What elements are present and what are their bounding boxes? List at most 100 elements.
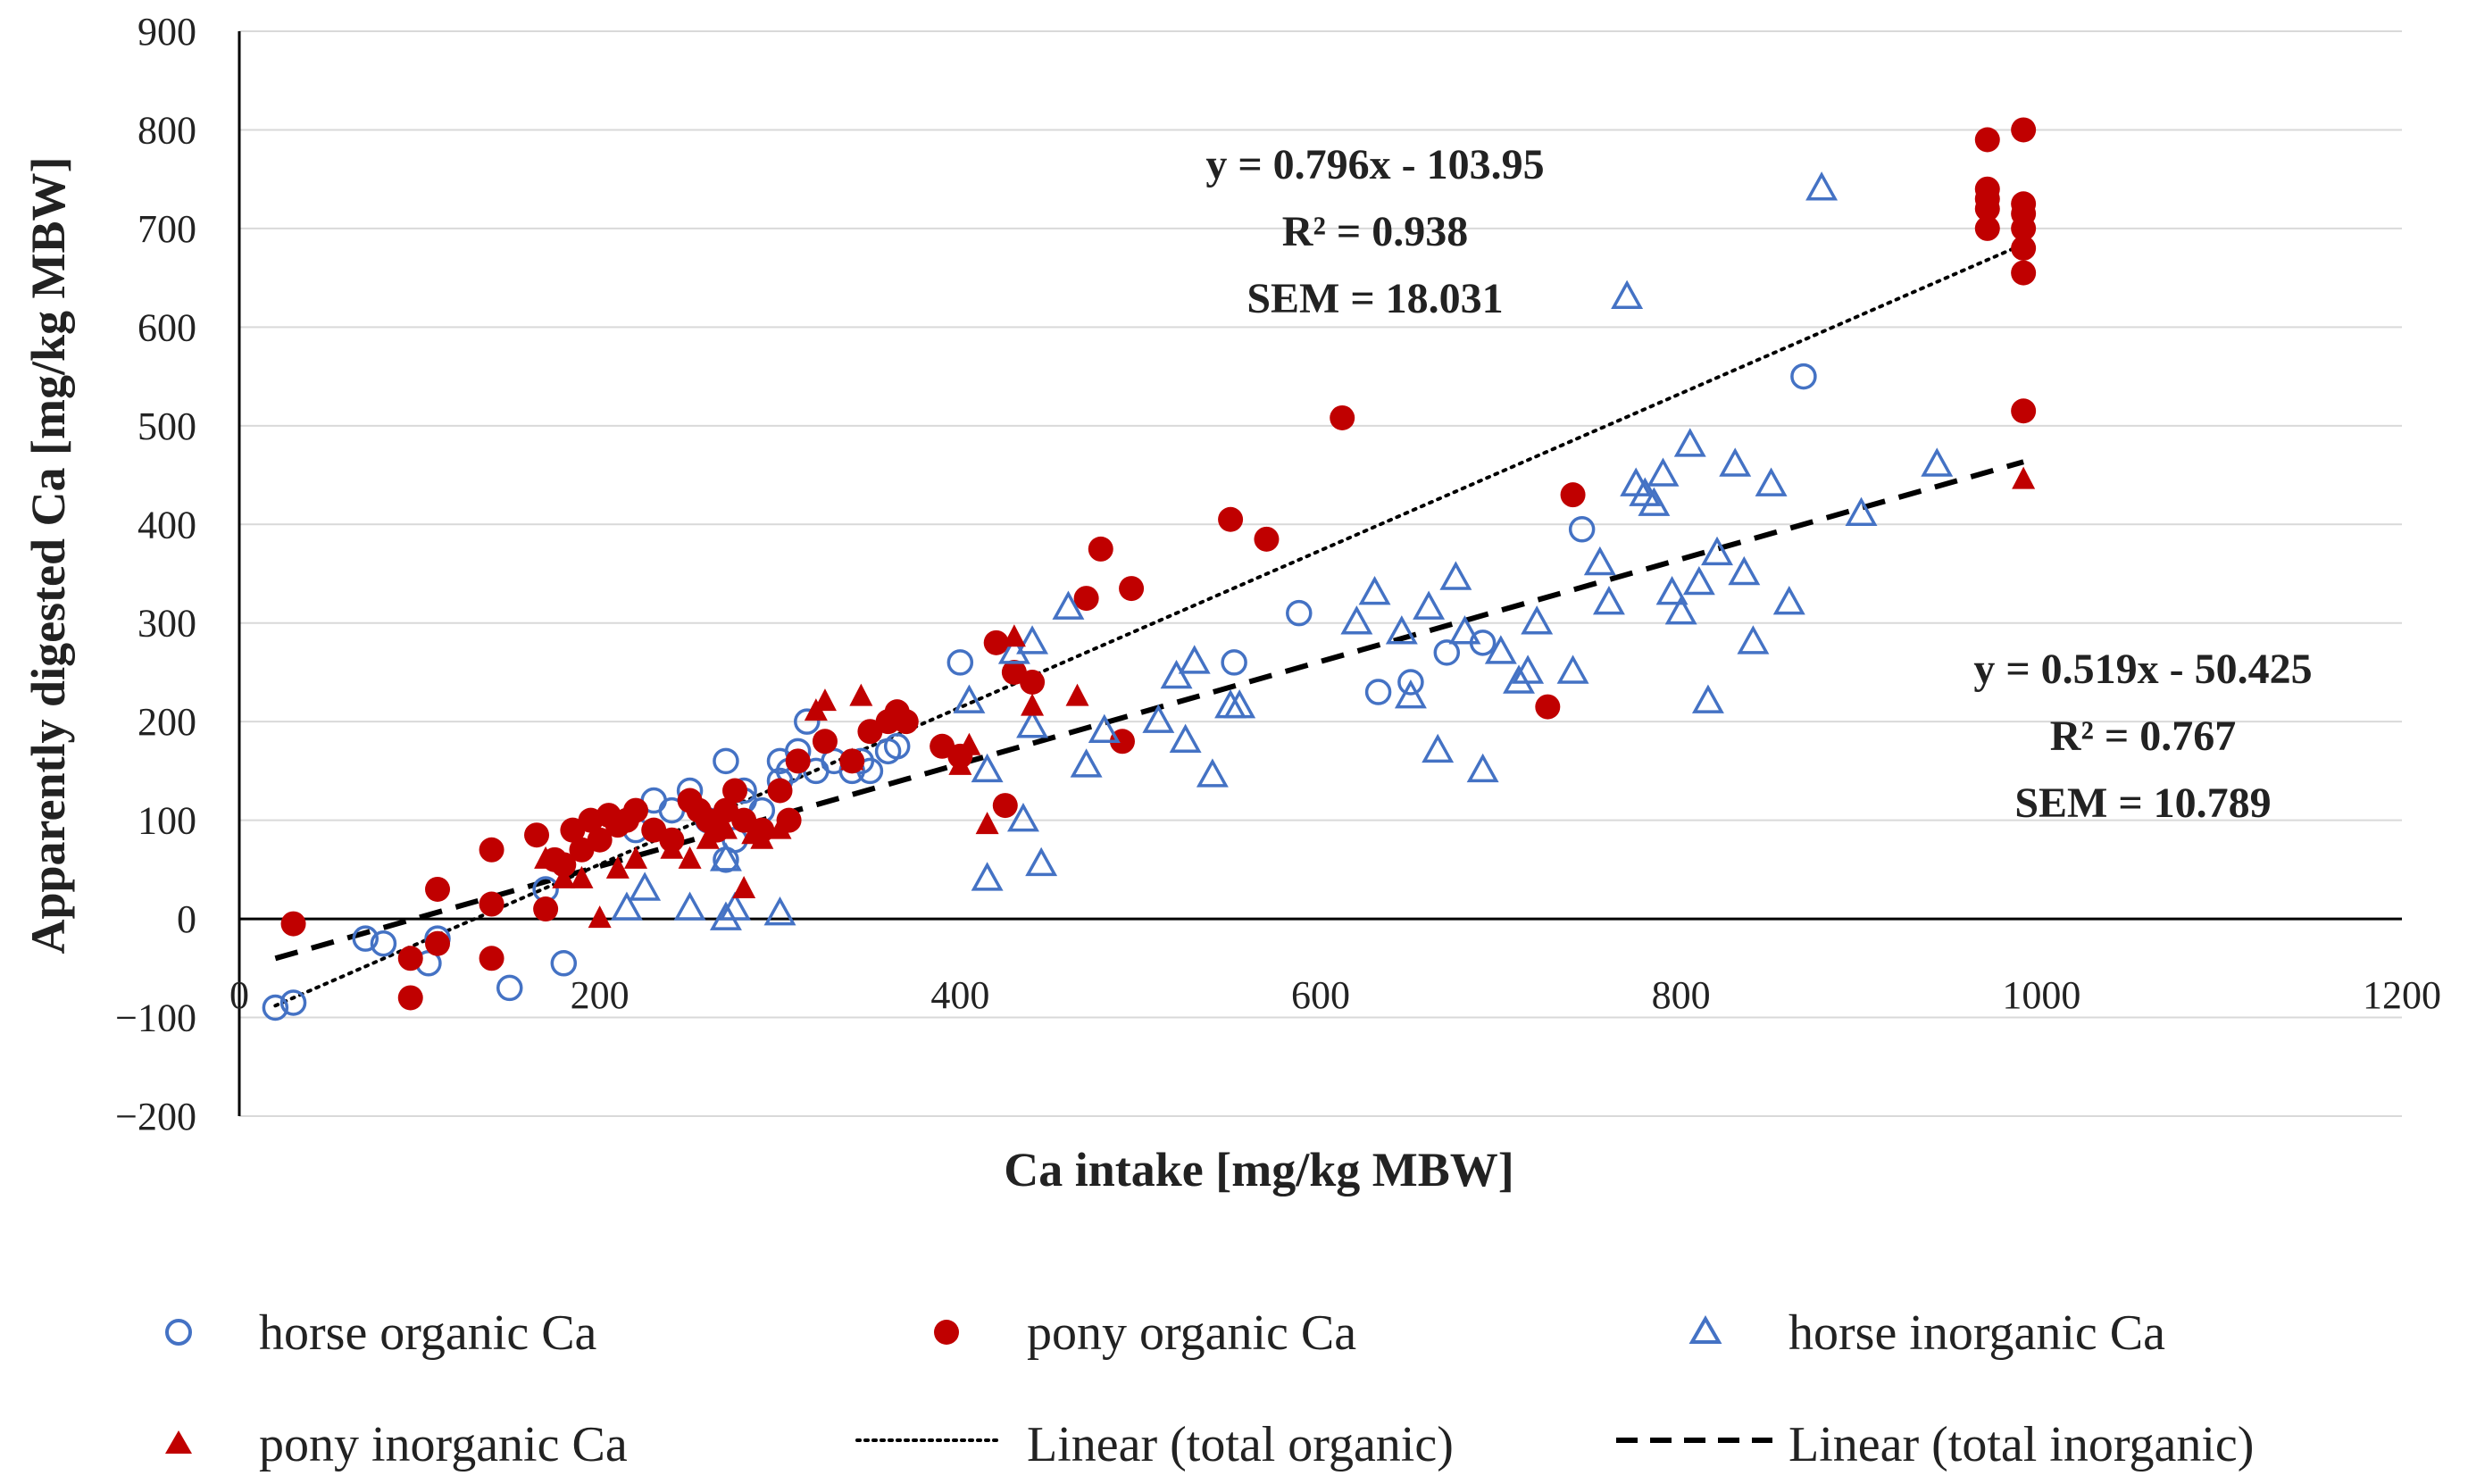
y-tick-label: 600 [138, 305, 196, 349]
data-point [1002, 624, 1026, 647]
data-point [1330, 404, 1355, 430]
data-point [1755, 467, 1788, 496]
data-point [1556, 654, 1589, 684]
data-point [1439, 561, 1472, 590]
organic-fit-equation: y = 0.796x - 103.95 [1205, 141, 1544, 188]
legend-marker-horse-organic [165, 1319, 192, 1346]
data-point [750, 826, 774, 849]
data-point [840, 747, 864, 771]
x-tick-label: 800 [1652, 973, 1711, 1017]
data-point [713, 816, 738, 839]
data-point [812, 729, 838, 755]
inorganic-fit-sem: SEM = 10.789 [2014, 780, 2271, 827]
data-point [1073, 586, 1099, 612]
data-point [1021, 693, 1045, 716]
data-point [1413, 590, 1446, 620]
data-point [2011, 236, 2037, 261]
legend: horse organic Ca pony organic Ca horse i… [165, 1305, 2254, 1472]
legend-item-pony-organic: pony organic Ca [934, 1305, 1356, 1361]
data-point [1065, 683, 1089, 706]
y-tick-label: 200 [138, 700, 196, 744]
organic-fit-sem: SEM = 18.031 [1247, 275, 1503, 322]
data-point [2011, 260, 2037, 286]
data-point [1521, 605, 1554, 635]
data-point [1178, 645, 1211, 674]
data-point [1006, 803, 1039, 832]
data-point [794, 708, 821, 735]
data-point [610, 891, 643, 921]
data-point [732, 875, 756, 898]
legend-item-horse-organic: horse organic Ca [165, 1305, 597, 1361]
y-tick-label: 100 [138, 799, 196, 843]
data-point [1025, 846, 1058, 877]
y-tick-label: 400 [138, 503, 196, 546]
data-point [893, 709, 919, 735]
data-point [479, 946, 504, 971]
data-point [587, 827, 613, 853]
data-point [1254, 526, 1280, 552]
data-point [1503, 664, 1535, 694]
data-point [1088, 536, 1113, 562]
data-point [1673, 428, 1706, 457]
data-point [957, 732, 981, 755]
data-point [1974, 127, 2000, 153]
data-point [552, 865, 576, 888]
data-point [1592, 586, 1625, 615]
data-point [2012, 466, 2036, 489]
data-point [1196, 758, 1229, 788]
data-point [763, 896, 796, 926]
y-tick-label: 500 [138, 404, 196, 448]
data-point [813, 688, 837, 712]
data-point [1020, 670, 1046, 695]
data-point [1682, 565, 1715, 596]
series-circle-filled [280, 117, 2037, 1011]
data-point [2011, 117, 2037, 143]
data-point [280, 911, 306, 937]
data-point [1728, 555, 1761, 586]
data-point [1221, 649, 1247, 676]
data-point [719, 891, 752, 921]
y-tick-label: 700 [138, 207, 196, 251]
data-point [1512, 654, 1545, 684]
data-point [1169, 723, 1202, 754]
data-point [588, 905, 612, 929]
data-point [1974, 196, 2000, 221]
data-point [1397, 669, 1424, 696]
data-point [1664, 596, 1697, 625]
data-point [425, 876, 451, 902]
data-point [1638, 487, 1671, 516]
data-point [946, 649, 974, 676]
data-point [948, 752, 972, 775]
data-point [1088, 713, 1121, 743]
data-point [767, 778, 793, 804]
tick-labels: −200 −100 0 100 200 300 400 500 600 700 800 900 0 200… [115, 10, 2441, 1138]
data-point [1845, 496, 1878, 526]
data-point [953, 684, 986, 713]
data-point [992, 793, 1018, 819]
x-tick-label: 0 [229, 973, 249, 1017]
data-point [524, 822, 550, 848]
data-point [1484, 635, 1517, 664]
trendlines [273, 242, 2026, 1008]
data-point [1466, 753, 1499, 783]
data-point [1719, 447, 1752, 477]
legend-marker-pony-inorganic [165, 1430, 192, 1454]
data-point [1790, 363, 1817, 390]
x-tick-label: 1000 [2002, 973, 2080, 1017]
data-point [1340, 605, 1373, 635]
data-point [1385, 615, 1418, 645]
trendline-inorganic [274, 459, 2024, 962]
data-point [768, 816, 792, 839]
axes [238, 31, 2402, 1116]
data-point [352, 925, 379, 952]
data-point [370, 930, 397, 957]
data-point [1394, 679, 1427, 709]
data-point [1611, 279, 1644, 309]
x-tick-label: 200 [571, 973, 630, 1017]
data-point [1358, 575, 1391, 605]
data-point [709, 901, 742, 930]
data-point [849, 683, 873, 706]
data-point [975, 812, 999, 835]
data-point [1921, 447, 1954, 477]
